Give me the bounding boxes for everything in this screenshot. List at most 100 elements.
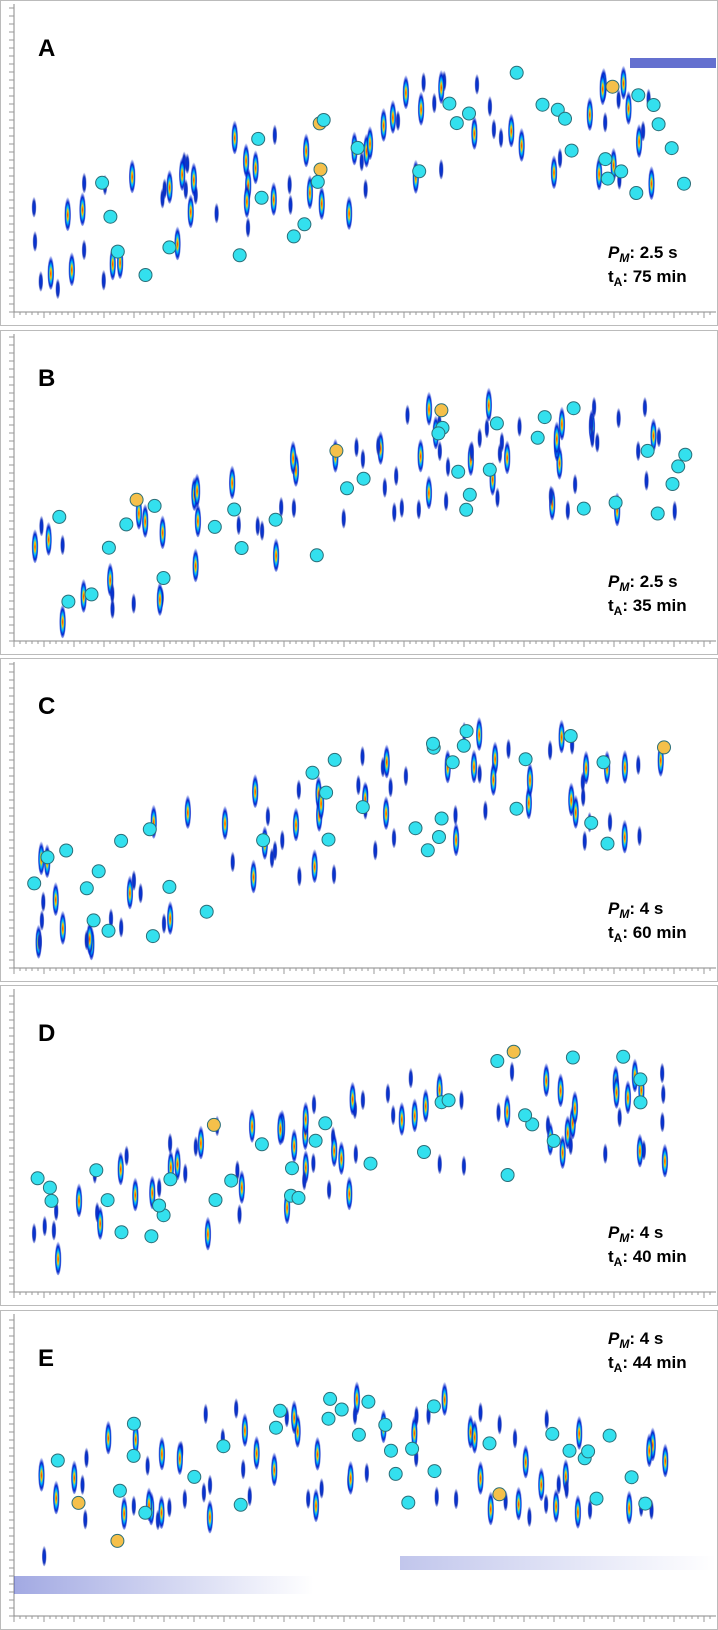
compound-marker — [79, 881, 94, 896]
peak — [470, 113, 478, 150]
peak — [184, 792, 192, 829]
peak — [38, 269, 44, 292]
peak — [416, 497, 422, 520]
peak — [292, 805, 300, 842]
compound-marker — [61, 594, 76, 609]
peak — [192, 546, 200, 583]
peak — [148, 1173, 156, 1210]
compound-marker — [608, 495, 623, 510]
peak — [390, 1103, 396, 1126]
peak — [312, 1486, 320, 1523]
compound-marker — [86, 913, 101, 928]
compound-marker — [449, 116, 464, 131]
peak — [38, 1455, 45, 1492]
peak — [438, 157, 444, 180]
compound-marker — [112, 1483, 127, 1498]
peak — [620, 63, 627, 100]
compound-marker — [651, 117, 666, 132]
peak — [557, 1071, 565, 1108]
peak — [37, 929, 43, 952]
peak — [197, 1123, 205, 1160]
panel-label: D — [38, 1020, 55, 1047]
peak — [228, 463, 236, 500]
peak — [166, 898, 174, 935]
compound-marker — [224, 1173, 239, 1188]
peak — [567, 780, 575, 817]
peak — [167, 1131, 173, 1154]
compound-marker — [208, 1193, 223, 1207]
panel-frame — [0, 330, 718, 655]
compound-marker — [545, 1426, 560, 1441]
compound-marker — [269, 1420, 283, 1435]
compound-marker — [509, 65, 524, 80]
peak — [31, 195, 37, 218]
compound-marker — [44, 1193, 59, 1208]
peak — [326, 1177, 332, 1200]
peak — [512, 1426, 518, 1449]
peak — [625, 88, 632, 125]
peak — [203, 1402, 209, 1425]
parameter-subscript: M — [619, 1337, 630, 1351]
peak — [437, 68, 445, 104]
peak — [59, 908, 67, 945]
background-smear — [400, 1556, 716, 1570]
parameter-value: : 4 s — [629, 1223, 663, 1242]
peak — [82, 1507, 88, 1530]
peak — [84, 928, 90, 951]
peak — [272, 536, 280, 572]
peak — [305, 1486, 311, 1509]
compound-marker — [329, 443, 344, 458]
peak — [553, 419, 561, 456]
compound-marker — [91, 864, 106, 879]
compound-marker — [350, 140, 365, 155]
parameter-symbol: P — [608, 572, 620, 591]
peak — [182, 1487, 188, 1510]
peak — [497, 441, 503, 464]
peak — [161, 911, 167, 934]
compound-marker — [110, 1533, 125, 1548]
peak — [564, 1477, 570, 1500]
compound-marker — [305, 765, 320, 780]
compound-marker — [334, 1402, 349, 1417]
peak — [478, 1400, 483, 1423]
compound-marker — [138, 1505, 153, 1520]
peak — [162, 177, 168, 199]
compound-marker — [638, 1496, 653, 1511]
peak — [503, 438, 511, 475]
peak — [166, 1495, 172, 1518]
peak — [31, 1221, 37, 1244]
peak — [302, 131, 310, 168]
compound-marker — [600, 171, 615, 186]
peak — [408, 1066, 414, 1089]
peak — [81, 171, 87, 194]
compound-marker — [163, 1172, 178, 1187]
compound-marker — [232, 248, 247, 263]
peak — [544, 1407, 550, 1430]
compound-marker — [405, 1441, 420, 1456]
peak — [650, 416, 657, 452]
peak — [289, 438, 297, 475]
peak — [331, 862, 337, 885]
peak — [477, 1458, 484, 1495]
compound-marker — [351, 1427, 366, 1442]
peak — [166, 167, 174, 204]
peak — [364, 1461, 370, 1484]
parameter-value: : 4 s — [629, 899, 663, 918]
peak — [515, 1484, 523, 1521]
compound-marker — [462, 106, 476, 121]
peak — [575, 1413, 583, 1450]
peak — [537, 1465, 545, 1502]
peak — [131, 1494, 137, 1516]
compound-marker — [361, 1394, 376, 1409]
peak — [176, 1439, 184, 1475]
peak — [354, 435, 359, 458]
peak — [398, 1099, 406, 1136]
parameter-subscript: M — [619, 251, 630, 265]
parameter-value: : 2.5 s — [629, 243, 677, 262]
parameter-subscript: A — [614, 604, 623, 618]
peak — [617, 1105, 623, 1128]
compound-marker — [101, 540, 116, 555]
compound-marker — [456, 738, 471, 753]
compound-marker — [665, 477, 680, 491]
peak — [174, 1144, 181, 1181]
